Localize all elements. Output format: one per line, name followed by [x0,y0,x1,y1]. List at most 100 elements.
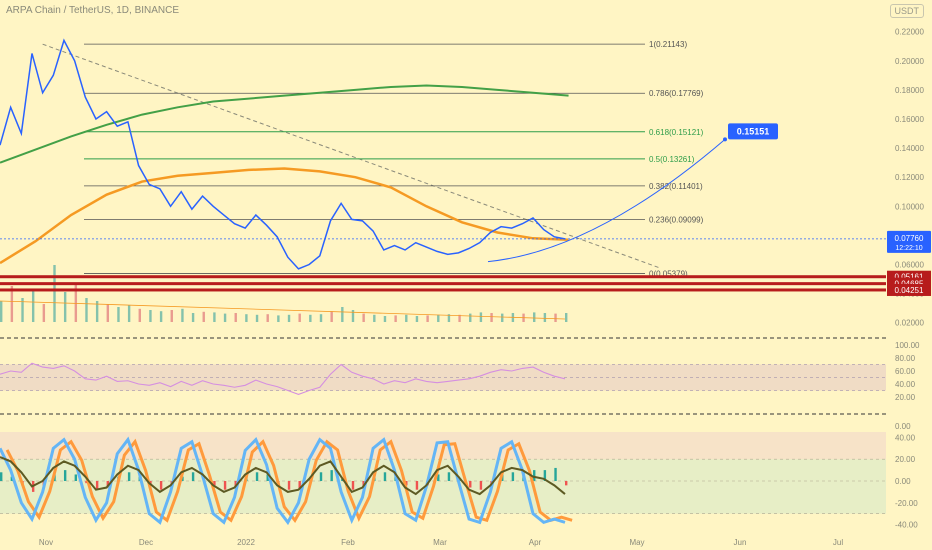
stoch-histogram-bar [415,481,419,490]
time-axis-label: Feb [341,538,355,547]
rsi-panel [0,362,886,395]
volume-bar [106,304,110,322]
stoch-histogram-bar [213,481,216,486]
stoch-histogram-bar [127,472,131,481]
stoch-histogram-bar [234,481,237,488]
volume-bar [309,314,312,322]
stoch-histogram-bar [0,472,3,481]
volume-bar [543,313,547,322]
stoch-histogram-bar [351,481,355,490]
time-axis: Nov Dec 2022 Feb Mar Apr May Jun Jul [39,538,843,547]
volume-bar [85,298,88,322]
stoch-histogram-bar [85,481,88,484]
volume-bar [394,315,397,322]
volume-bar [213,312,216,322]
price-tags: 0.0776012:22:100.051610.046850.042510.15… [728,123,931,296]
fib-trend-line [42,43,661,269]
volume-bar [437,314,440,322]
price-axis-label: 0.10000 [895,202,924,211]
price-axis-label: 0.02000 [895,319,924,328]
volume-bar [287,314,291,322]
target-price-label: 0.15151 [737,126,770,136]
stoch-histogram-bar [533,470,536,481]
time-axis-label: Jul [833,538,843,547]
stoch-histogram-bar [469,481,472,488]
stoch-axis-label: 40.00 [895,433,916,442]
support-level-line [0,282,886,286]
volume-bar [63,292,67,322]
volume-bar [501,313,504,322]
stoch-axis-label: 0.00 [895,422,911,431]
volume-bar [170,310,173,322]
stoch-histogram-bar [298,481,301,490]
stoch-histogram-bar [565,481,568,486]
volume-bar [554,313,557,322]
currency-badge[interactable]: USDT [889,4,924,18]
price-line [0,38,566,270]
stoch-histogram-bar [447,472,451,481]
volume-bar [351,310,355,322]
projection-end-dot [723,137,727,142]
chart-title: ARPA Chain / TetherUS, 1D, BINANCE [6,5,180,16]
rsi-axis-label: 100.00 [895,341,920,350]
stoch-histogram-bar [74,474,78,481]
stoch-axis-label: 0.00 [895,477,911,486]
volume-bar [565,313,568,322]
volume-bar [330,311,333,322]
rsi-axis-label: 60.00 [895,367,916,376]
volume-bar [383,316,387,322]
stochastic-panel [0,432,886,526]
volume-bar [53,265,56,322]
volume-bar [255,314,259,322]
time-axis-label: Apr [529,538,542,547]
volume-bar [426,315,429,322]
volume-bar [31,289,35,322]
volume-bar [234,313,237,322]
stoch-histogram-bar [106,481,110,488]
stoch-axis-label: -20.00 [895,499,918,508]
stoch-histogram-bar [63,470,67,481]
volume-bar [181,308,184,322]
volume-bar [469,313,472,322]
price-axis-label: 0.20000 [895,57,924,66]
price-axis-label: 0.16000 [895,115,924,124]
projection-curve-line [487,138,726,263]
volume-bar [223,313,227,322]
time-axis-label: 2022 [237,538,255,547]
stoch-histogram-bar [554,467,557,481]
volume-bar [277,315,280,322]
fib-level-label: 1(0.21143) [649,40,687,49]
volume-bar [117,307,120,322]
time-axis-label: Jun [734,538,747,547]
fib-level-label: 0.236(0.09099) [649,215,704,224]
volume-bar [74,283,78,322]
projection-curve[interactable] [487,137,727,263]
fibonacci-retracement[interactable]: 1(0.21143) 0.786(0.17769) 0.618(0.15121) 0.… [42,40,704,279]
time-axis-label: Dec [139,538,153,547]
volume-bar [95,301,99,322]
volume-bar [127,305,131,322]
price-axis-label: 0.14000 [895,144,924,153]
volume-bar [533,312,536,322]
rsi-axis-label: 80.00 [895,354,916,363]
price-axis-label: 0.06000 [895,261,924,270]
fib-level-label: 0.618(0.15121) [649,128,704,137]
volume-bar [138,308,141,322]
stoch-histogram-bar [511,472,515,481]
rsi-axis-label: 20.00 [895,393,916,402]
volume-bar [490,313,493,322]
volume-bar [0,301,3,322]
volume-bar [245,314,248,322]
price-axis-label: 0.22000 [895,28,924,37]
fib-level-label: 0.5(0.13261) [649,155,695,164]
ma-200-line [0,84,569,164]
volume-bar [159,311,163,322]
volume-bar [479,312,483,322]
stoch-orange-line [5,438,573,523]
fib-level-label: 0.786(0.17769) [649,89,704,98]
volume-bar [191,313,195,322]
stoch-histogram-bar [543,470,547,481]
support-levels [0,275,886,292]
rsi-axis-label: 40.00 [895,380,916,389]
